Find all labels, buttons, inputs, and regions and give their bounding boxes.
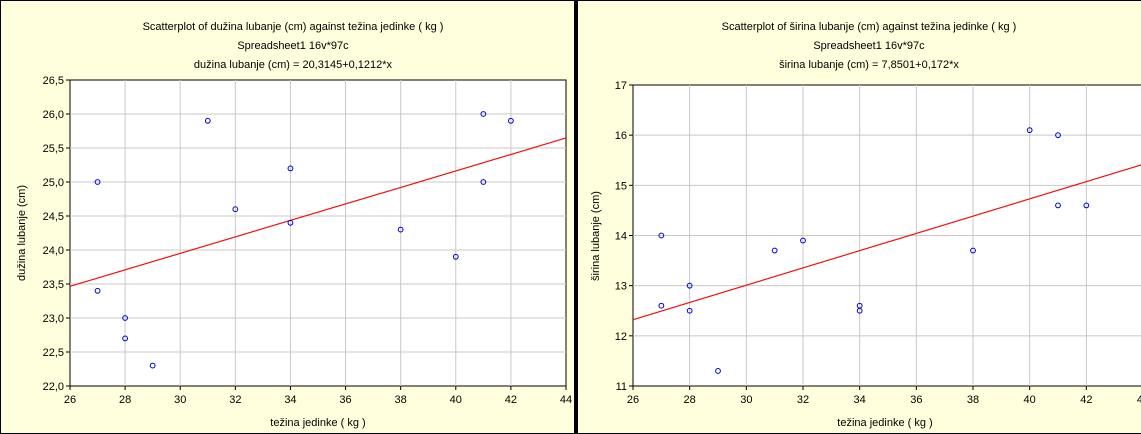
data-point (658, 232, 665, 239)
data-point (507, 117, 514, 124)
x-tick-label: 38 (395, 394, 407, 406)
data-point (480, 111, 487, 117)
x-tick-label: 30 (174, 394, 186, 406)
regression-line (69, 137, 567, 287)
x-axis-label: težina jedinke ( kg ) (837, 417, 932, 429)
data-point (232, 206, 239, 213)
y-tick-label: 26,5 (43, 75, 64, 87)
x-tick-label: 36 (339, 394, 351, 406)
y-tick-label: 26,0 (43, 109, 64, 121)
x-tick-label: 28 (119, 394, 131, 406)
x-tick-label: 28 (684, 394, 696, 406)
x-tick-label: 42 (505, 394, 517, 406)
chart-equation: širina lubanje (cm) = 7,8501+0,172*x (779, 59, 959, 71)
data-point (287, 165, 294, 172)
x-tick-label: 38 (967, 394, 979, 406)
y-axis-label: dužina lubanje (cm) (16, 185, 28, 281)
data-point (94, 287, 101, 294)
scatterplot-sirina: Scatterplot of širina lubanje (cm) again… (590, 21, 1141, 429)
y-tick-label: 12 (615, 331, 627, 343)
data-point (122, 315, 129, 321)
chart-subtitle: Spreadsheet1 16v*97c (237, 40, 349, 52)
y-tick-label: 16 (615, 130, 627, 142)
data-point (204, 117, 211, 124)
data-point (1055, 202, 1061, 209)
x-tick-label: 36 (910, 394, 922, 406)
y-tick-label: 17 (615, 80, 627, 92)
y-axis-label: širina lubanje (cm) (590, 191, 602, 281)
data-point (452, 253, 459, 260)
data-point (715, 368, 721, 374)
x-tick-label: 34 (854, 394, 866, 406)
y-tick-label: 25,5 (43, 143, 64, 155)
x-tick-label: 40 (1024, 394, 1036, 406)
data-point (94, 179, 101, 185)
y-tick-label: 22,5 (43, 347, 64, 359)
plot-area (69, 79, 567, 387)
data-point (856, 307, 863, 314)
x-tick-label: 44 (560, 394, 572, 406)
y-tick-label: 13 (615, 281, 627, 293)
data-point (1083, 202, 1090, 209)
data-point (397, 226, 404, 233)
x-axis-label: težina jedinke ( kg ) (270, 417, 365, 429)
scatterplot-duzina: Scatterplot of dužina lubanje (cm) again… (16, 21, 572, 429)
regression-line (632, 164, 1141, 321)
y-tick-label: 11 (616, 381, 627, 393)
chart-subtitle: Spreadsheet1 16v*97c (813, 40, 925, 52)
x-tick-label: 32 (229, 394, 241, 406)
chart-title: Scatterplot of širina lubanje (cm) again… (722, 21, 1017, 33)
data-point (1026, 127, 1033, 134)
x-tick-label: 34 (284, 394, 296, 406)
x-tick-label: 42 (1080, 394, 1092, 406)
y-tick-label: 23,5 (43, 279, 64, 291)
y-tick-label: 24,0 (43, 245, 64, 257)
data-point (771, 247, 778, 254)
x-tick-label: 40 (450, 394, 462, 406)
data-point (658, 302, 665, 309)
data-point (686, 307, 693, 314)
data-point (800, 237, 806, 244)
y-tick-label: 25,0 (43, 177, 64, 189)
y-tick-label: 23,0 (43, 313, 64, 325)
chart-equation: dužina lubanje (cm) = 20,3145+0,1212*x (194, 59, 393, 71)
y-tick-label: 15 (615, 180, 627, 192)
x-tick-label: 44 (1137, 394, 1141, 406)
data-point (149, 362, 156, 369)
data-point (686, 282, 693, 289)
x-tick-label: 26 (627, 394, 639, 406)
data-point (970, 247, 976, 254)
panel-divider (575, 0, 577, 434)
chart-title: Scatterplot of dužina lubanje (cm) again… (143, 21, 444, 33)
x-tick-label: 26 (64, 394, 76, 406)
y-tick-label: 14 (615, 231, 627, 243)
x-tick-label: 30 (740, 394, 752, 406)
y-tick-label: 24,5 (43, 211, 64, 223)
data-point (1055, 132, 1061, 139)
y-tick-label: 22,0 (43, 381, 64, 393)
x-tick-label: 32 (797, 394, 809, 406)
data-point (480, 179, 487, 185)
data-point (122, 335, 129, 342)
data-point (287, 219, 294, 226)
